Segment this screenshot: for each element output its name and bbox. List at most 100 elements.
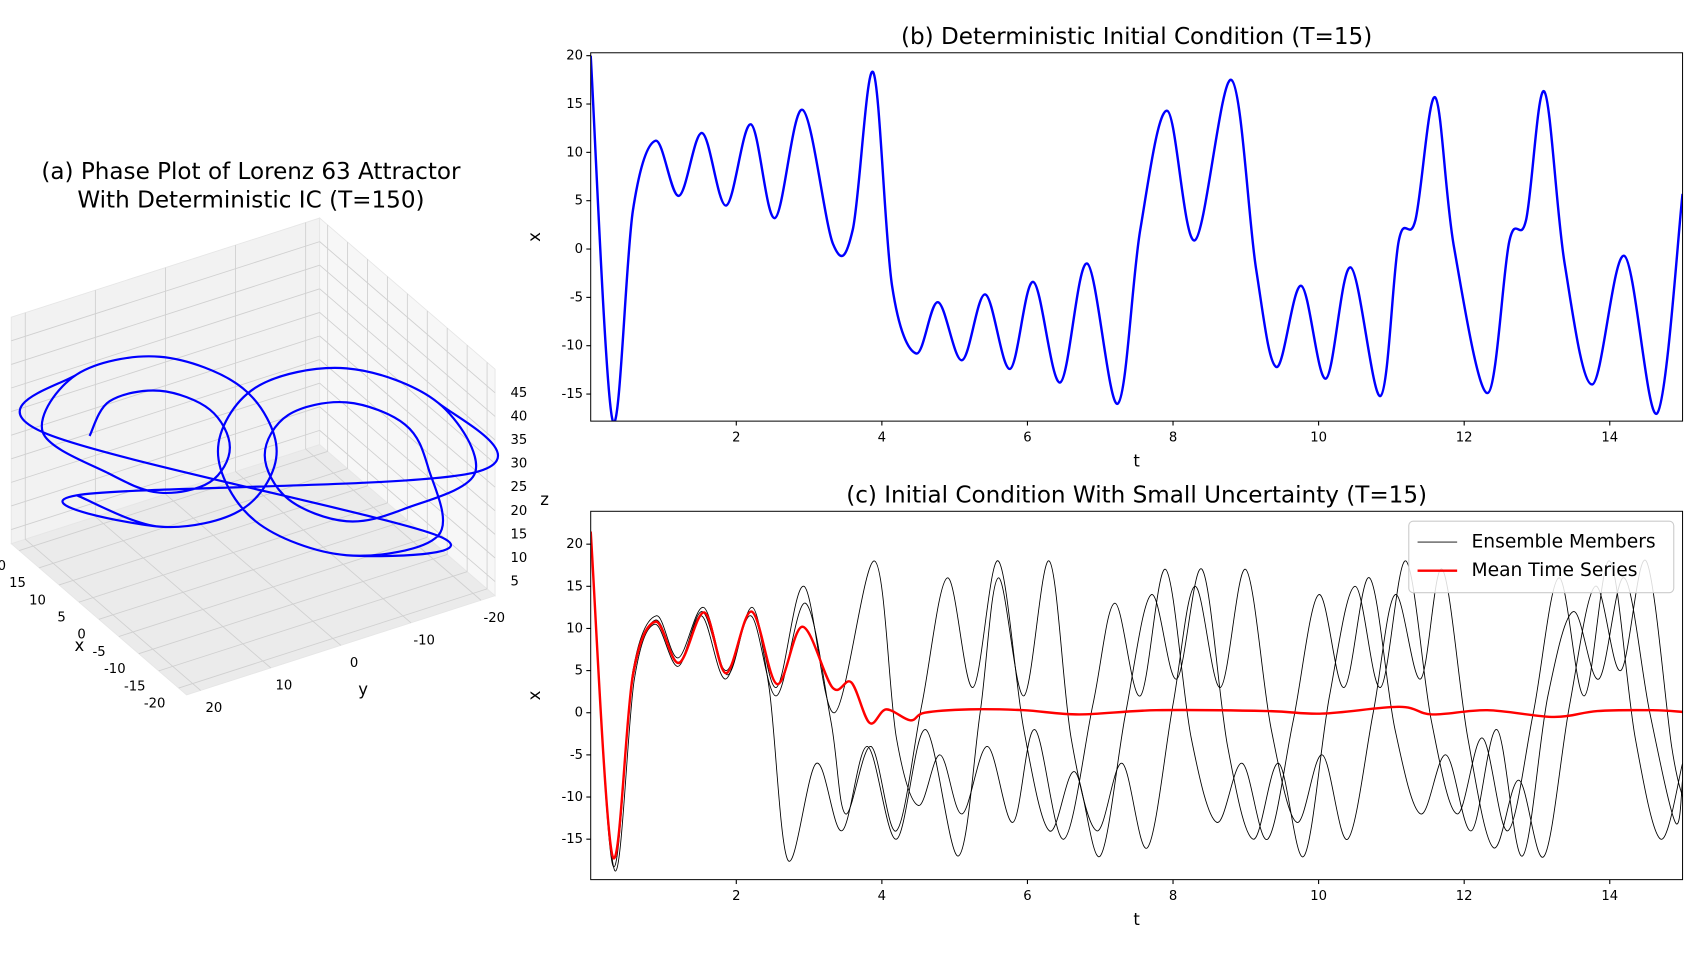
plot-area <box>590 55 1683 422</box>
z-tick-label: 25 <box>510 480 527 495</box>
x-tick-label: 5 <box>57 611 65 626</box>
grid-line <box>319 406 496 559</box>
grid-line <box>235 471 412 624</box>
x-tick-label: 6 <box>1023 889 1031 904</box>
z-axis-label: z <box>540 490 549 509</box>
z-tick-label: 45 <box>510 386 527 401</box>
x-tick-label: 4 <box>878 889 886 904</box>
y-tick-label: -5 <box>570 290 583 305</box>
z-tick-label: 10 <box>510 551 527 566</box>
grid-line <box>319 264 496 417</box>
grid-line <box>11 335 320 436</box>
z-tick-label: 5 <box>510 575 518 590</box>
x-tick-label: 8 <box>1169 431 1177 446</box>
x-tick-label: -15 <box>124 679 146 694</box>
y-axis-label: y <box>358 680 368 699</box>
grid-line <box>11 311 320 413</box>
plot-frame <box>590 510 1684 881</box>
grid-line <box>11 382 320 483</box>
y-tick-label: 5 <box>575 194 583 209</box>
grid-line <box>319 288 496 441</box>
legend-label: Ensemble Members <box>1471 532 1655 553</box>
z-tick-label: 20 <box>510 504 527 519</box>
grid-line <box>11 359 320 460</box>
y-axis-label: x <box>525 232 544 242</box>
x-tick-label: 8 <box>1169 889 1177 904</box>
x-tick-label: -10 <box>104 662 126 677</box>
x-axis-label: t <box>1133 451 1140 470</box>
chart-title: (b) Deterministic Initial Condition (T=1… <box>901 24 1372 50</box>
grid-line <box>11 288 320 389</box>
grid-line <box>319 312 496 464</box>
x-tick-label: 12 <box>1456 889 1473 904</box>
grid-line <box>305 448 482 601</box>
x-tick-label: 15 <box>9 576 26 591</box>
chart-title: With Deterministic IC (T=150) <box>77 188 424 214</box>
y-tick-label: 20 <box>205 701 222 716</box>
x-tick-label: 10 <box>29 593 46 608</box>
x-tick-label: 12 <box>1456 431 1473 446</box>
x-axis-label: x <box>75 636 85 655</box>
x-tick-label: 20 <box>0 559 6 574</box>
y-axis-label: x <box>525 690 544 700</box>
x-tick-label: 10 <box>1310 431 1327 446</box>
z-tick-label: 30 <box>510 457 527 472</box>
y-tick-label: -20 <box>483 611 505 626</box>
x-tick-label: -20 <box>144 696 166 711</box>
x-tick-label: 6 <box>1023 431 1031 446</box>
chart-title: (a) Phase Plot of Lorenz 63 Attractor <box>41 159 461 185</box>
legend-box <box>1408 520 1675 594</box>
series-line <box>590 531 1683 868</box>
x-tick-label: 2 <box>732 431 740 446</box>
y-tick-label: 5 <box>575 664 583 679</box>
y-tick-label: 20 <box>566 537 583 552</box>
y-tick-label: -15 <box>561 832 583 847</box>
grid-line <box>319 430 496 582</box>
y-tick-label: 0 <box>350 656 358 671</box>
grid-line <box>319 359 496 512</box>
series-line <box>590 531 1683 872</box>
y-tick-label: -10 <box>561 339 583 354</box>
legend-label: Mean Time Series <box>1471 560 1637 581</box>
y-tick-label: 10 <box>276 678 293 693</box>
grid-line <box>319 335 496 488</box>
grid-line <box>11 429 320 530</box>
grid-line <box>11 264 320 365</box>
plot-area <box>590 531 1683 872</box>
grid-line <box>24 538 201 691</box>
series-line <box>590 55 1683 422</box>
z-tick-label: 35 <box>510 433 527 448</box>
y-tick-label: 10 <box>566 145 583 160</box>
y-tick-label: -5 <box>570 748 583 763</box>
y-tick-label: -10 <box>413 633 435 648</box>
grid-line <box>95 516 272 669</box>
grid-line <box>11 406 320 507</box>
x-tick-label: 0 <box>77 628 85 643</box>
plot-frame <box>590 52 1684 422</box>
y-tick-label: -10 <box>561 790 583 805</box>
grid-line <box>319 241 496 394</box>
y-tick-label: 15 <box>566 97 583 112</box>
y-tick-label: 0 <box>575 706 583 721</box>
y-tick-label: -15 <box>561 387 583 402</box>
y-tick-label: 0 <box>575 242 583 257</box>
trajectory <box>18 355 500 558</box>
z-tick-label: 40 <box>510 409 527 424</box>
x-tick-label: 14 <box>1601 889 1618 904</box>
x-tick-label: -5 <box>93 645 106 660</box>
chart-title: (c) Initial Condition With Small Uncerta… <box>846 482 1427 508</box>
y-tick-label: 20 <box>566 49 583 64</box>
y-tick-label: 10 <box>566 621 583 636</box>
grid-line <box>319 382 496 535</box>
x-tick-label: 2 <box>732 889 740 904</box>
series-line <box>590 531 1683 860</box>
y-tick-label: 15 <box>566 579 583 594</box>
x-tick-label: 14 <box>1601 431 1618 446</box>
grid-line <box>11 241 320 342</box>
grid-line <box>165 493 342 646</box>
x-axis-label: t <box>1133 910 1140 929</box>
z-tick-label: 15 <box>510 527 527 542</box>
x-tick-label: 4 <box>878 431 886 446</box>
